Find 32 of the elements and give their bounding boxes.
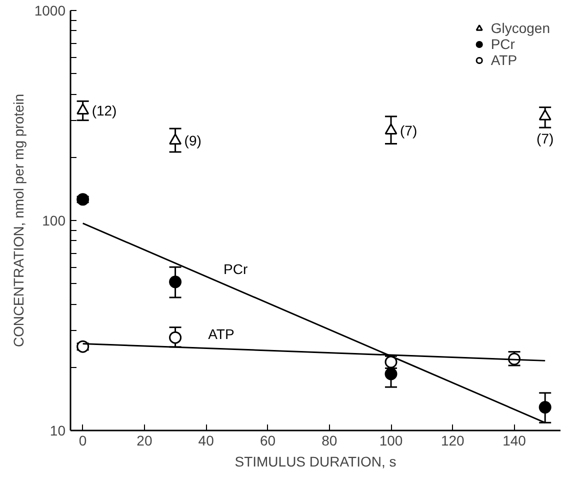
x-tick-label: 20 — [136, 432, 152, 448]
point — [538, 401, 552, 414]
x-tick-label: 100 — [379, 432, 403, 448]
x-tick-label: 40 — [198, 432, 214, 448]
point — [384, 123, 398, 135]
legend-label: PCr — [490, 36, 515, 52]
x-tick-label: 140 — [502, 432, 526, 448]
x-tick-label: 0 — [78, 432, 87, 448]
point — [76, 193, 90, 206]
point — [538, 109, 552, 120]
annotation: (7) — [400, 122, 418, 139]
point — [76, 340, 90, 353]
annotation: PCr — [224, 260, 248, 277]
point — [169, 276, 182, 288]
x-axis-title: STIMULUS DURATION, s — [234, 454, 396, 470]
x-tick-label: 80 — [322, 432, 338, 448]
annotation: ATP — [208, 326, 234, 342]
y-axis-title: CONCENTRATION, nmol per mg protein — [10, 94, 26, 348]
annotation: (9) — [184, 132, 202, 149]
point — [76, 103, 90, 114]
y-tick-label: 1000 — [34, 2, 66, 18]
point — [169, 331, 182, 344]
x-tick-label: 60 — [260, 432, 276, 448]
point — [384, 368, 398, 380]
legend-label: Glycogen — [490, 20, 550, 36]
y-tick-label: 10 — [50, 422, 66, 438]
y-tick-label: 100 — [42, 212, 66, 228]
point — [169, 134, 182, 145]
annotation: (12) — [92, 102, 117, 119]
legend-label: ATP — [490, 52, 518, 68]
x-tick-label: 120 — [440, 432, 465, 448]
annotation: (7) — [536, 130, 554, 146]
